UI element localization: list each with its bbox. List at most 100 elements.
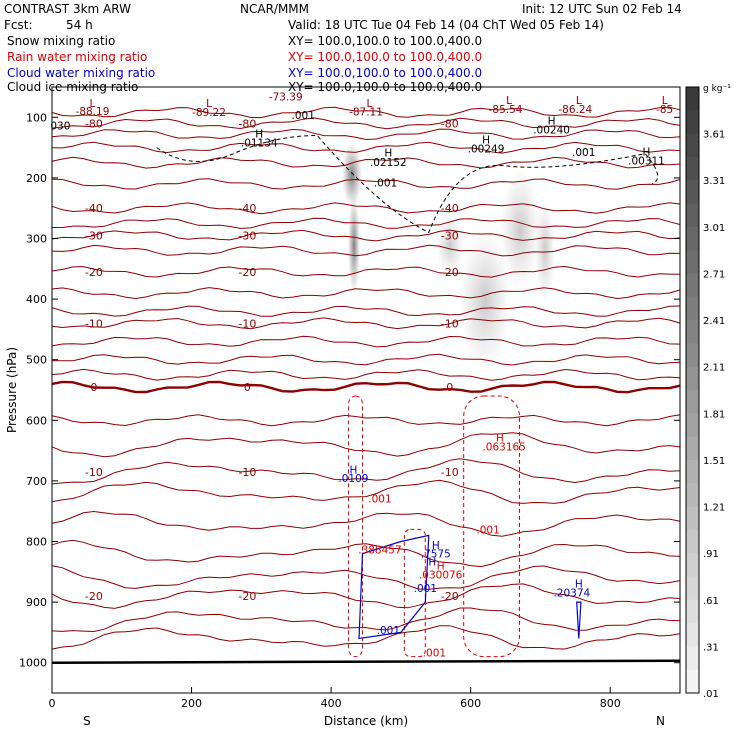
y-tick-label: 800 <box>26 536 47 549</box>
contour-annotation: H <box>548 116 556 128</box>
temperature-contour-label: -10 <box>85 317 103 330</box>
contour-annotation: L <box>662 95 668 107</box>
contour-annotation: -85 <box>656 104 673 116</box>
rain-water-contour <box>463 395 521 658</box>
y-tick-label: 900 <box>26 596 47 609</box>
temperature-contour-line <box>51 128 681 141</box>
field-snow-xy: XY= 100.0,100.0 to 100.0,400.0 <box>288 34 483 48</box>
contour-annotation: -87.11 <box>349 106 383 118</box>
hydrometeor-contours <box>156 134 659 658</box>
contour-annotation: .001 <box>476 525 499 537</box>
colorbar-label: 3.01 <box>703 223 725 234</box>
contour-annotation: -89.22 <box>192 107 226 119</box>
colorbar-swatch <box>686 390 699 414</box>
contour-annotation: L <box>576 95 582 107</box>
contour-annotation: H <box>428 557 436 569</box>
y-tick-label: 600 <box>26 414 47 427</box>
colorbar-swatch <box>686 599 699 624</box>
x-tick-label: 400 <box>321 697 342 710</box>
temperature-contour-label: -20 <box>441 590 459 603</box>
colorbar-swatch <box>686 623 699 647</box>
contour-annotation: .20374 <box>553 588 590 600</box>
y-tick-label: 1000 <box>19 657 47 670</box>
contour-annotations: L-88.19L-89.22-73.39.001L-87.11L-85.54L-… <box>50 91 673 659</box>
y-tick-label: 500 <box>26 354 47 367</box>
colorbar-swatch <box>686 506 699 531</box>
contour-annotation: .00249 <box>468 143 505 155</box>
temperature-contour-label: -10 <box>441 466 459 479</box>
rain-water-contour <box>348 395 364 658</box>
temperature-contour-label: -40 <box>238 202 256 215</box>
south-label: S <box>83 714 91 728</box>
contour-annotation: H <box>432 540 440 552</box>
temperature-contour-line <box>51 335 681 348</box>
colorbar-swatch <box>686 156 699 181</box>
colorbar-unit: g kg⁻¹ <box>703 84 731 94</box>
contour-annotation: H <box>437 560 445 572</box>
temperature-contour-label: -20 <box>238 266 256 279</box>
contour-annotation: .001 <box>423 648 446 660</box>
colorbar-swatch <box>686 669 699 694</box>
contour-annotation: -73.39 <box>269 91 303 103</box>
temperature-contour-label: -10 <box>238 466 256 479</box>
temperature-contour-line <box>51 565 681 590</box>
contour-annotation: L <box>206 98 212 110</box>
temperature-contour-label: -20 <box>441 266 459 279</box>
contour-annotation: L <box>90 98 96 110</box>
temperature-contour-line <box>51 156 681 169</box>
contour-annotation: .02152 <box>370 157 407 169</box>
colorbar-label: 3.61 <box>703 130 725 141</box>
cloud-water-contour <box>576 601 582 639</box>
contour-annotation: .001 <box>377 625 400 637</box>
temperature-contours: -80 -80 -80 -40 -40 -40 -30 -30 -30 -20 -20 -20 -10 -… <box>51 106 681 664</box>
contour-annotation: .00311 <box>628 156 665 168</box>
temperature-contour-label: -80 <box>441 117 459 130</box>
colorbar-swatch <box>686 343 699 368</box>
north-label: N <box>656 714 665 728</box>
colorbar-label: .61 <box>703 596 719 607</box>
temperature-contour-label: -20 <box>85 266 103 279</box>
contour-annotation: .063165 <box>482 442 525 454</box>
temperature-contour-line <box>51 432 681 458</box>
ground-line <box>51 659 681 664</box>
colorbar-label: .01 <box>703 689 719 700</box>
colorbar-label: 1.81 <box>703 409 725 420</box>
snow-shade-plume <box>500 170 540 290</box>
valid-time: Valid: 18 UTC Tue 04 Feb 14 (04 ChT Wed … <box>288 18 604 32</box>
temperature-contour-label: 0 <box>90 381 97 394</box>
contour-annotation: .001 <box>368 494 391 506</box>
temperature-contour-line <box>51 106 681 119</box>
field-snow-name: Snow mixing ratio <box>7 34 116 48</box>
y-tick-label: 100 <box>26 111 47 124</box>
snow-shading <box>342 143 555 370</box>
cloud-water-contour <box>358 534 430 640</box>
colorbar-label: .91 <box>703 549 719 560</box>
colorbar-swatch <box>686 436 699 461</box>
x-tick-label: 0 <box>49 697 56 710</box>
contour-annotation: H <box>255 128 263 140</box>
temperature-contour-line <box>51 539 681 568</box>
temperature-contour-label: 0 <box>244 381 251 394</box>
contour-annotation: -86.24 <box>558 104 592 116</box>
colorbar-label: 1.51 <box>703 456 725 467</box>
model-title: CONTRAST 3km ARW <box>4 2 131 16</box>
temperature-contour-label: -80 <box>85 117 103 130</box>
temperature-contour-label: -30 <box>441 229 459 242</box>
contour-annotation: .001 <box>414 583 437 595</box>
colorbar-label: .31 <box>703 642 719 653</box>
x-axis-label: Distance (km) <box>324 714 408 728</box>
y-tick-label: 200 <box>26 172 47 185</box>
temperature-contour-label: -30 <box>238 229 256 242</box>
temperature-contour-line <box>51 380 681 394</box>
temperature-contour-line <box>52 217 681 229</box>
temperature-contour-line <box>51 244 681 257</box>
forecast-value: 54 h <box>66 18 93 32</box>
contour-annotation: .388457 <box>358 545 401 557</box>
contour-annotation: H <box>575 579 583 591</box>
colorbar-swatch <box>686 320 699 344</box>
colorbar-label: 2.71 <box>703 269 725 280</box>
contour-annotation: 030 <box>50 120 70 132</box>
colorbar-swatch <box>686 646 699 671</box>
contour-annotation: .001 <box>292 110 315 122</box>
